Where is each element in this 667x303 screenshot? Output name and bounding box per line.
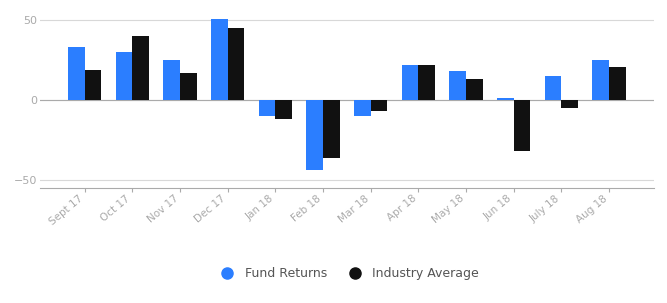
Bar <box>514 100 530 151</box>
Bar <box>180 73 197 100</box>
Bar <box>592 60 609 100</box>
Bar <box>85 70 101 100</box>
Bar <box>497 98 514 100</box>
Bar <box>259 100 275 116</box>
Bar <box>450 71 466 100</box>
Bar <box>227 28 244 100</box>
Bar <box>68 47 85 100</box>
Bar <box>163 60 180 100</box>
Bar <box>402 65 418 100</box>
Bar <box>354 100 371 116</box>
Bar <box>211 19 227 100</box>
Bar <box>371 100 388 111</box>
Bar <box>418 65 435 100</box>
Legend: Fund Returns, Industry Average: Fund Returns, Industry Average <box>210 262 484 285</box>
Bar <box>306 100 323 170</box>
Bar <box>466 79 483 100</box>
Bar <box>323 100 340 158</box>
Bar <box>132 36 149 100</box>
Bar <box>562 100 578 108</box>
Bar <box>609 67 626 100</box>
Bar <box>115 52 132 100</box>
Bar <box>275 100 292 119</box>
Bar <box>545 76 562 100</box>
